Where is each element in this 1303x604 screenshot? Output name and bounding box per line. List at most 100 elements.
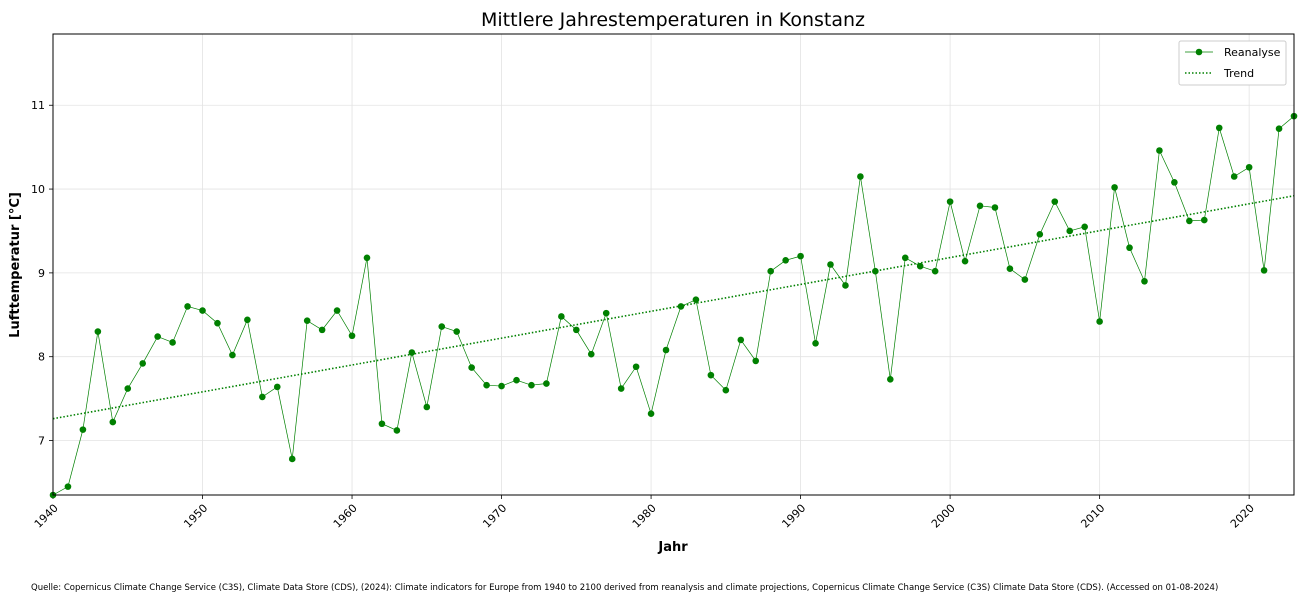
reanalyse-point (1186, 217, 1193, 225)
reanalyse-point (602, 309, 610, 317)
reanalyse-point (916, 262, 924, 270)
reanalyse-point (1081, 223, 1088, 231)
reanalyse-point (1230, 173, 1238, 180)
plot-frame (52, 33, 1295, 496)
trend-line (52, 194, 1295, 420)
legend: Reanalyse Trend (1178, 40, 1287, 86)
reanalyse-point (752, 357, 760, 365)
reanalyse-point (782, 257, 789, 264)
reanalyse-point (827, 261, 834, 268)
reanalyse-point (692, 296, 700, 304)
grid-lines (52, 34, 1294, 495)
x-tick-label: 1980 (630, 502, 659, 531)
chart-title: Mittlere Jahrestemperaturen in Konstanz (481, 9, 865, 31)
reanalyse-point (408, 349, 416, 356)
reanalyse-point (139, 360, 147, 367)
reanalyse-point (1260, 267, 1268, 274)
reanalyse-point (587, 350, 595, 358)
x-tick-label: 1940 (32, 502, 61, 531)
x-tick-label: 2000 (929, 502, 958, 531)
reanalyse-point (273, 383, 281, 391)
reanalyse-point (483, 381, 490, 389)
reanalyse-point (199, 307, 206, 314)
reanalyse-point (812, 339, 819, 347)
reanalyse-point (1111, 184, 1118, 191)
reanalyse-point (318, 326, 326, 334)
y-tick-label: 9 (38, 267, 45, 280)
reanalyse-point (453, 328, 460, 335)
reanalyse-point (468, 364, 475, 371)
reanalyse-point (1171, 179, 1178, 186)
reanalyse-point (1066, 227, 1074, 235)
legend-reanalyse-marker (1195, 48, 1203, 56)
reanalyse-line (52, 115, 1295, 496)
reanalyse-point (842, 282, 849, 289)
reanalyse-point (229, 351, 236, 359)
reanalyse-point (184, 303, 191, 310)
reanalyse-point (498, 382, 505, 390)
reanalyse-point (722, 386, 730, 394)
reanalyse-point (737, 336, 745, 344)
reanalyse-point (1275, 125, 1283, 133)
y-tick-label: 11 (31, 99, 45, 112)
reanalyse-point (558, 313, 565, 320)
reanalyse-point (991, 204, 999, 211)
reanalyse-point (707, 371, 715, 379)
reanalyse-point (573, 326, 580, 334)
legend-label-trend: Trend (1223, 67, 1254, 80)
reanalyse-point (767, 267, 774, 275)
reanalyse-point (857, 173, 864, 180)
reanalyse-point (423, 403, 431, 411)
reanalyse-point (946, 198, 954, 205)
reanalyse-point (94, 328, 102, 335)
reanalyse-point (1036, 231, 1044, 238)
reanalyse-point (154, 333, 161, 340)
reanalyse-point (244, 316, 251, 324)
x-tick-label: 2010 (1078, 502, 1107, 531)
reanalyse-point (1006, 265, 1014, 272)
reanalyse-point (976, 202, 984, 210)
reanalyse-point (79, 426, 87, 433)
source-note: Quelle: Copernicus Climate Change Servic… (31, 583, 1219, 593)
reanalyse-point (1245, 163, 1253, 171)
reanalyse-point (348, 332, 356, 340)
reanalyse-point (901, 254, 909, 262)
reanalyse-point (1200, 216, 1208, 224)
reanalyse-point (64, 483, 72, 490)
reanalyse-point (513, 376, 520, 384)
x-tick-label: 2020 (1228, 502, 1257, 531)
x-axis-label: Jahr (657, 540, 688, 555)
x-tick-label: 1970 (480, 502, 509, 531)
reanalyse-point (124, 385, 132, 392)
reanalyse-point (528, 381, 535, 389)
reanalyse-point (632, 363, 640, 371)
reanalyse-point (872, 267, 879, 275)
y-tick-label: 8 (38, 351, 45, 364)
x-axis-ticks: 1940 1950 1960 1970 1980 1990 2000 2010 2020 (32, 495, 1257, 531)
y-axis-ticks: 7 8 9 10 11 (31, 99, 53, 448)
reanalyse-point (393, 427, 401, 434)
reanalyse-point (797, 252, 804, 260)
reanalyse-point (1096, 318, 1103, 325)
reanalyse-point (288, 455, 296, 463)
reanalyse-point (169, 339, 176, 346)
reanalyse-point (961, 257, 969, 265)
reanalyse-point (1126, 244, 1133, 252)
reanalyse-point (1156, 147, 1163, 154)
reanalyse-point (543, 380, 550, 387)
reanalyse-point (1141, 277, 1148, 285)
reanalyse-point (109, 418, 117, 426)
reanalyse-point (617, 385, 625, 392)
reanalyse-point (214, 319, 221, 327)
reanalyse-point (333, 307, 341, 314)
series-layer (49, 112, 1298, 499)
reanalyse-point (662, 346, 670, 354)
reanalyse-point (931, 267, 939, 275)
y-tick-label: 7 (38, 435, 45, 448)
y-tick-label: 10 (31, 183, 45, 196)
reanalyse-point (378, 420, 386, 428)
reanalyse-point (438, 323, 446, 330)
reanalyse-point (259, 393, 266, 401)
x-tick-label: 1960 (331, 502, 360, 531)
